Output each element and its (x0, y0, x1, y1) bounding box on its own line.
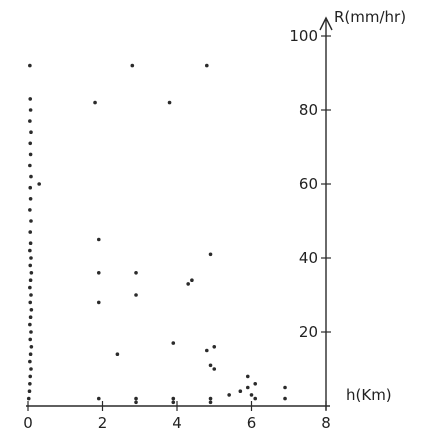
data-point (238, 389, 243, 394)
data-point (28, 108, 33, 112)
data-point (205, 63, 209, 68)
data-point (227, 393, 231, 397)
x-tick-label: 6 (247, 414, 257, 432)
data-point (245, 374, 250, 379)
data-point (28, 337, 33, 342)
data-point (29, 219, 33, 223)
x-axis-label: h(Km) (346, 386, 392, 404)
data-point (167, 100, 172, 105)
data-point (29, 271, 34, 275)
data-point (28, 119, 32, 123)
y-tick-label: 80 (299, 101, 318, 119)
data-point (28, 241, 33, 245)
data-point (28, 300, 33, 305)
data-point (171, 341, 176, 345)
data-point (29, 174, 33, 179)
data-point (212, 367, 217, 371)
y-axis-arrow (319, 16, 333, 31)
data-point (186, 282, 190, 286)
data-point (28, 285, 32, 290)
data-point (28, 197, 33, 201)
data-point (245, 385, 250, 390)
data-point (28, 185, 33, 190)
data-point (283, 385, 287, 390)
data-point (115, 352, 120, 357)
data-point (28, 359, 32, 364)
data-point (96, 237, 101, 242)
data-point (28, 97, 33, 101)
data-point (28, 374, 33, 379)
data-point (96, 396, 101, 401)
data-point (28, 263, 33, 268)
data-point (253, 382, 258, 386)
data-point (205, 348, 209, 353)
data-point (28, 322, 32, 327)
data-point (190, 278, 194, 283)
data-point (208, 363, 213, 368)
data-point (28, 352, 33, 357)
data-point (171, 396, 176, 401)
data-point (171, 400, 176, 405)
data-point (253, 396, 258, 401)
data-point (208, 396, 213, 401)
x-tick-label: 2 (98, 414, 108, 432)
y-ticks: 20 40 60 80 100 (289, 27, 331, 341)
data-point (37, 182, 41, 186)
data-point (212, 345, 217, 349)
data-point (29, 345, 34, 349)
data-point (29, 130, 33, 134)
data-points (26, 63, 287, 405)
y-tick-label: 60 (299, 175, 318, 193)
data-point (28, 278, 33, 283)
data-point (27, 389, 32, 394)
data-point (29, 308, 34, 312)
data-point (28, 141, 33, 146)
data-point (208, 400, 213, 405)
data-point (28, 163, 32, 168)
x-tick-label: 0 (23, 414, 33, 432)
y-axis-label: R(mm/hr) (334, 8, 406, 26)
data-point (283, 396, 287, 401)
data-point (28, 152, 33, 157)
data-point (29, 256, 33, 260)
data-point (134, 293, 138, 297)
data-point (29, 367, 33, 371)
y-tick-label: 20 (299, 323, 318, 341)
data-point (134, 400, 138, 405)
data-point (28, 315, 33, 320)
x-tick-label: 4 (172, 414, 182, 432)
data-point (28, 63, 32, 68)
y-tick-label: 40 (299, 249, 318, 267)
data-point (26, 396, 31, 401)
data-point (93, 100, 97, 105)
data-point (96, 300, 101, 305)
data-point (134, 396, 138, 401)
data-point (130, 63, 135, 68)
data-point (28, 248, 32, 253)
data-point (29, 293, 33, 297)
data-point (28, 208, 32, 212)
x-tick-label: 8 (321, 414, 331, 432)
data-point (208, 252, 213, 257)
data-point (96, 271, 101, 275)
data-point (28, 382, 32, 386)
data-point (29, 330, 33, 334)
x-ticks: 0 2 4 6 8 (23, 401, 331, 432)
data-point (134, 271, 138, 275)
data-point (249, 393, 254, 397)
data-point (28, 230, 33, 234)
y-tick-label: 100 (289, 27, 318, 45)
